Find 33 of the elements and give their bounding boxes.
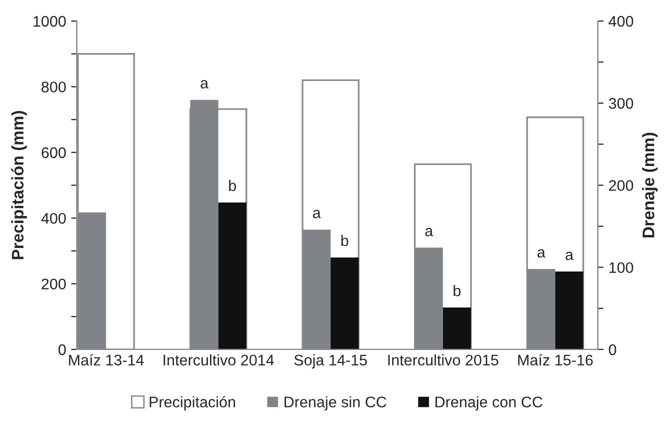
legend-label: Drenaje con CC <box>436 396 542 410</box>
y2-tick-label: 0 <box>608 344 616 356</box>
bar <box>330 257 359 350</box>
x-tick-label: Maíz 15-16 <box>518 354 593 366</box>
y-tick-label: 400 <box>41 212 66 224</box>
data-label: a <box>538 249 546 258</box>
bar <box>555 271 584 350</box>
x-tick-label: Soja 14-15 <box>294 354 367 369</box>
y-axis-title: Precipitación (mm) <box>11 111 27 260</box>
x-tick-label: Intercultivo 2015 <box>388 354 498 366</box>
y2-axis-title: Drenaje (mm) <box>642 132 658 238</box>
data-label: b <box>229 180 236 192</box>
data-label: a <box>425 228 434 236</box>
data-label: b <box>341 234 348 246</box>
x-tick-label: Intercultivo 2014 <box>164 354 274 366</box>
data-label: a <box>566 252 574 260</box>
y-tick-label: 800 <box>42 82 66 92</box>
y-tick-label: 0 <box>58 344 66 356</box>
x-tick-label: Maíz 13-14 <box>69 354 144 366</box>
y-tick-label: 600 <box>42 147 66 158</box>
y2-tick-label: 300 <box>608 98 634 109</box>
data-label: a <box>312 210 321 218</box>
legend-label: Drenaje sin CC <box>284 396 386 410</box>
y-tick-label: 200 <box>42 278 66 290</box>
y2-tick-label: 200 <box>609 180 634 191</box>
bar <box>218 202 246 350</box>
legend-label: Precipitación <box>150 396 235 410</box>
y2-tick-label: 400 <box>608 16 634 27</box>
y2-tick-label: 100 <box>609 262 634 274</box>
y-tick-label: 1000 <box>34 16 66 27</box>
bar <box>442 308 471 350</box>
data-label: a <box>200 80 209 89</box>
data-label: b <box>454 284 461 296</box>
